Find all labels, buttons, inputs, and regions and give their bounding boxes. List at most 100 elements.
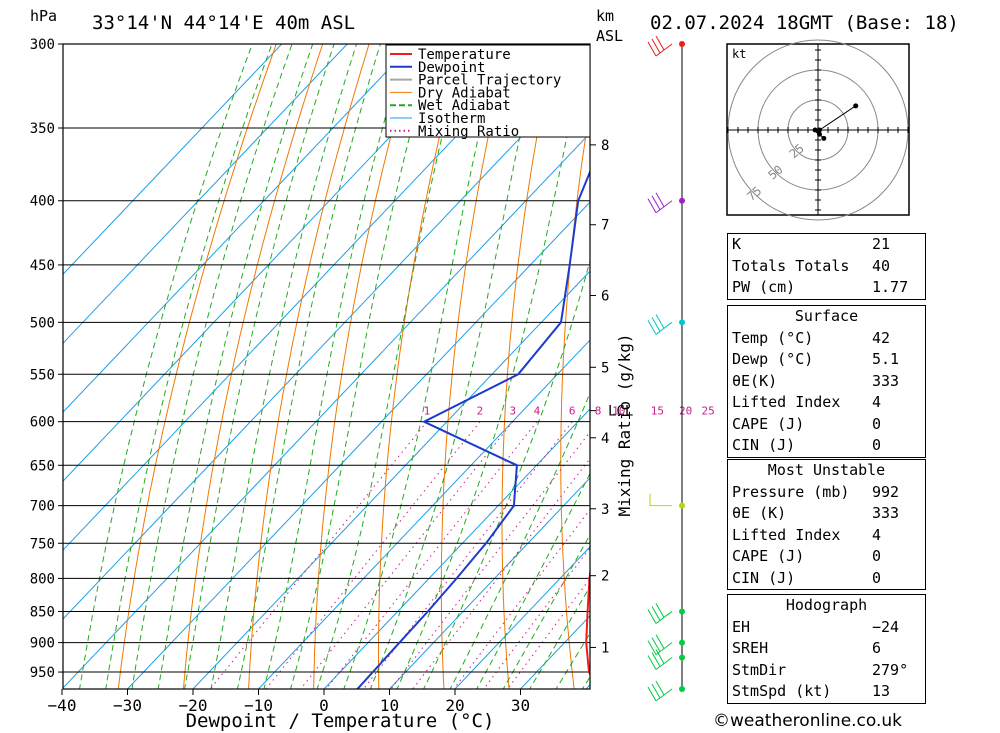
legend-label-6: Mixing Ratio (418, 124, 519, 140)
dry-adiabat-line (973, 44, 1000, 689)
dry-adiabat-line (248, 44, 370, 689)
isotherm-line (63, 44, 479, 482)
table-key: θE(K) (732, 371, 778, 390)
wind-dot-700 (679, 502, 685, 509)
table-row: EH −24 (728, 617, 925, 639)
table-key: θE (K) (732, 504, 787, 522)
isotherm-line (63, 44, 283, 275)
isotherm-line (389, 477, 590, 689)
pressure-unit: hPa (30, 7, 57, 25)
hodograph-title: Hodograph (785, 596, 868, 614)
mixing-ratio-line (300, 421, 514, 689)
pressure-label-450: 450 (30, 258, 55, 274)
table-row: Pressure (mb) 992 (728, 482, 925, 504)
table-row: Temp (°C) 42 (728, 328, 925, 350)
surface-title: Surface (794, 307, 859, 325)
indices-table: K 21 Totals Totals 40 PW (cm) 1.77 (727, 233, 926, 300)
table-value: 0 (872, 568, 882, 587)
table-row: θE (K) 333 (728, 503, 925, 525)
height-label-6: 6 (601, 289, 609, 305)
wet-adiabat-line (289, 44, 435, 689)
table-key: Pressure (mb) (732, 482, 850, 501)
dry-adiabat-line (440, 44, 509, 689)
isotherm-line (127, 201, 590, 689)
wind-dot-500 (679, 319, 685, 326)
legend-label-0: Temperature (418, 47, 511, 63)
legend-label-3: Dry Adiabat (418, 85, 511, 101)
wind-dot-300 (679, 41, 685, 47)
wind-dot-850 (679, 608, 685, 615)
pressure-label-400: 400 (30, 194, 55, 210)
table-value: 333 (872, 371, 900, 390)
x-tick-label: 0 (319, 696, 329, 715)
dry-adiabat-line (313, 44, 417, 689)
table-row: Dewp (°C) 5.1 (728, 349, 925, 371)
mixing-ratio-label-25: 25 (701, 405, 714, 418)
pressure-label-500: 500 (30, 315, 55, 331)
wind-barb-1 (647, 192, 673, 214)
mixing-ratio-label-20: 20 (679, 405, 692, 418)
pressure-label-600: 600 (30, 415, 55, 431)
pressure-label-800: 800 (30, 571, 55, 587)
height-label-3: 3 (601, 502, 609, 518)
table-value: 4 (872, 525, 882, 544)
wet-adiabat-line (423, 258, 590, 689)
table-key: CAPE (J) (732, 414, 805, 433)
table-row: CAPE (J) 0 (728, 414, 925, 436)
table-row: SREH 6 (728, 638, 925, 660)
table-key: PW (cm) (732, 278, 796, 296)
wet-adiabat-line (79, 44, 253, 689)
series-temperature (585, 565, 590, 676)
table-key: Totals Totals (732, 256, 850, 275)
lcl-label: LCL (608, 404, 633, 420)
isotherm-line (63, 44, 348, 344)
table-value: 0 (872, 436, 882, 454)
wind-barb-5 (647, 634, 673, 656)
hodograph-point-2 (812, 127, 818, 133)
hodograph-point-3 (816, 127, 822, 133)
x-tick-label: −30 (113, 696, 142, 715)
table-row: CIN (J) 0 (728, 435, 925, 457)
mixing-ratio-line (390, 431, 590, 689)
table-value: 40 (872, 256, 891, 275)
table-key: StmDir (732, 660, 787, 679)
table-row: StmDir 279° (728, 660, 925, 682)
height-unit-asl: ASL (596, 27, 623, 45)
wind-barb-7 (647, 680, 673, 702)
sounding-profiles (356, 169, 590, 689)
dry-adiabat-line (560, 105, 590, 689)
table-key: Temp (°C) (732, 328, 814, 347)
wet-adiabat-line (449, 391, 590, 689)
pressure-label-750: 750 (30, 536, 55, 552)
surface-table: Surface Temp (°C) 42 Dewp (°C) 5.1 θE(K) 333 L… (727, 305, 926, 458)
wet-adiabat-line (396, 44, 587, 689)
dry-adiabat-line (926, 44, 1000, 689)
table-key: K (732, 235, 742, 253)
table-key: SREH (732, 639, 769, 657)
isotherm-line (192, 270, 590, 689)
table-key: Lifted Index (732, 393, 841, 411)
table-value: 0 (872, 547, 882, 565)
wind-dot-400 (679, 197, 685, 204)
table-value: 21 (872, 235, 891, 253)
table-value: 333 (872, 504, 900, 522)
table-row: CIN (J) 0 (728, 568, 925, 590)
pressure-label-900: 900 (30, 636, 55, 652)
table-value: 1.77 (872, 278, 909, 296)
hodograph-point-4 (816, 131, 822, 137)
table-row: Lifted Index 4 (728, 392, 925, 414)
mixing-ratio-label-6: 6 (569, 405, 576, 418)
height-label-7: 7 (601, 218, 609, 234)
isotherm-line (63, 44, 414, 413)
height-label-4: 4 (601, 431, 609, 447)
table-value: −24 (872, 617, 900, 636)
legend-label-4: Wet Adiabat (418, 98, 511, 114)
wind-barb-3 (649, 493, 672, 507)
table-key: StmSpd (kt) (732, 682, 832, 700)
wind-barb-0 (647, 35, 673, 57)
pressure-label-350: 350 (30, 121, 55, 137)
mixing-ratio-labels: 1 2 3 4 6 8 10 15 20 25 (424, 405, 715, 418)
